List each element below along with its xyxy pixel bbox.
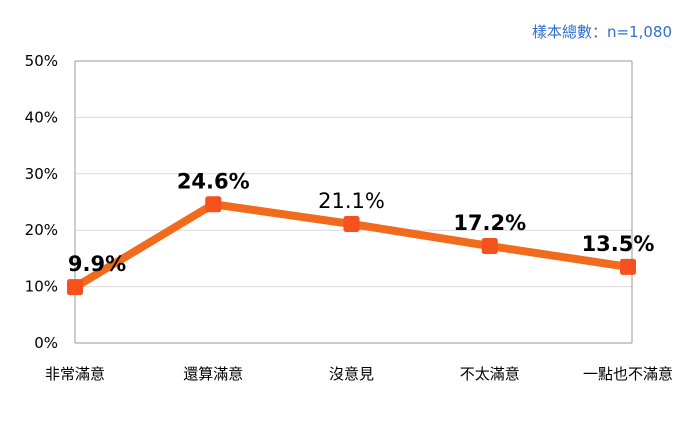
x-tick-label: 還算滿意 bbox=[183, 365, 243, 383]
data-point bbox=[343, 215, 360, 232]
data-markers bbox=[67, 196, 636, 296]
y-tick-label: 0% bbox=[34, 334, 58, 352]
data-label: 13.5% bbox=[582, 232, 655, 256]
sample-size-note: 樣本總數：n=1,080 bbox=[532, 23, 672, 41]
data-point bbox=[205, 196, 222, 213]
y-tick-label: 50% bbox=[25, 52, 58, 70]
axes: 0% 10% 20% 30% 40% 50% 非常滿意 還算滿意 沒意見 不太滿意 一點也不滿意 bbox=[25, 52, 673, 383]
x-tick-label: 非常滿意 bbox=[45, 365, 105, 383]
data-label: 17.2% bbox=[453, 211, 526, 235]
data-label: 24.6% bbox=[177, 169, 250, 193]
y-tick-label: 20% bbox=[25, 221, 58, 239]
y-tick-label: 30% bbox=[25, 165, 58, 183]
x-tick-label: 一點也不滿意 bbox=[583, 365, 673, 383]
data-label: 21.1% bbox=[318, 189, 385, 213]
x-tick-label: 沒意見 bbox=[329, 365, 374, 383]
data-label: 9.9% bbox=[68, 252, 126, 276]
data-point bbox=[481, 237, 498, 254]
x-tick-label: 不太滿意 bbox=[460, 365, 520, 383]
data-labels: 9.9% 24.6% 21.1% 17.2% 13.5% bbox=[68, 169, 655, 276]
data-point bbox=[67, 279, 83, 296]
y-tick-label: 10% bbox=[25, 278, 58, 296]
y-tick-label: 40% bbox=[25, 108, 58, 126]
data-point bbox=[620, 258, 636, 275]
